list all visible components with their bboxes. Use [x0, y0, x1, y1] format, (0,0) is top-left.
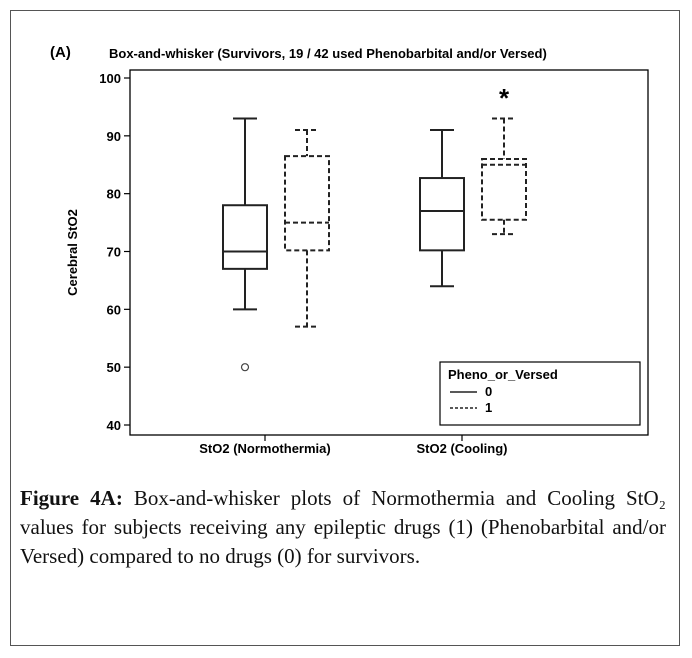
panel-label: (A) — [50, 44, 71, 61]
caption-lead: Figure 4A: — [20, 486, 123, 510]
caption-text: Box-and-whisker plots of Normothermia an… — [20, 486, 667, 568]
chart-title: Box-and-whisker (Survivors, 19 / 42 used… — [109, 46, 547, 61]
figure-caption: Figure 4A: Box-and-whisker plots of Norm… — [20, 484, 666, 571]
y-tick-label: 40 — [107, 418, 121, 433]
y-tick-label: 70 — [107, 245, 121, 260]
y-tick-label: 100 — [99, 71, 121, 86]
y-tick-label: 60 — [107, 302, 121, 317]
x-tick-label: StO2 (Cooling) — [417, 441, 508, 456]
figure-frame — [10, 10, 680, 646]
outlier-point — [240, 363, 250, 372]
iqr-box — [419, 177, 465, 252]
legend-title: Pheno_or_Versed — [448, 367, 558, 382]
legend-box — [439, 361, 641, 426]
y-tick-label: 80 — [107, 187, 121, 202]
y-tick-label: 90 — [107, 129, 121, 144]
y-axis-label: Cerebral StO2 — [65, 209, 80, 296]
legend-entry: 1 — [485, 400, 492, 415]
iqr-box — [284, 155, 330, 252]
plot-area — [129, 69, 649, 436]
iqr-box — [222, 204, 268, 270]
legend-entry: 0 — [485, 384, 492, 399]
significance-marker: * — [499, 83, 510, 113]
y-tick-label: 50 — [107, 360, 121, 375]
box-plot-chart: (A) Box-and-whisker (Survivors, 19 / 42 u… — [50, 44, 649, 456]
iqr-box — [481, 157, 527, 221]
x-tick-label: StO2 (Normothermia) — [199, 441, 330, 456]
